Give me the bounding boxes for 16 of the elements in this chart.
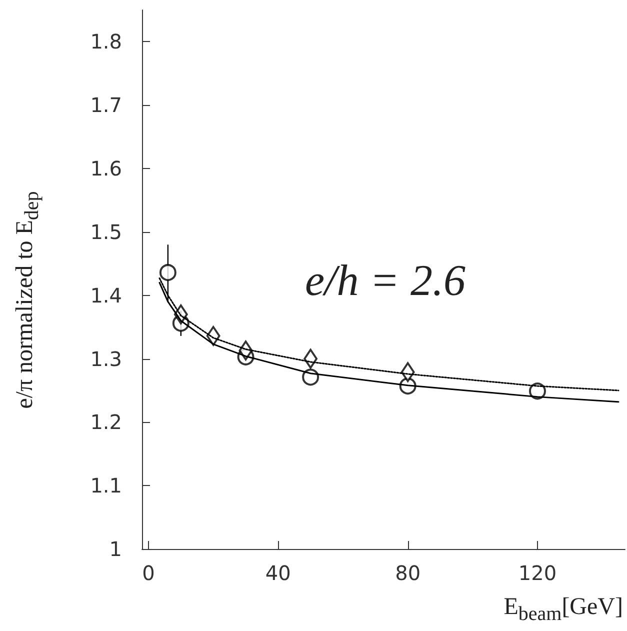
y-tick-label: 1.6 — [90, 156, 122, 181]
y-tick-label: 1.7 — [90, 93, 122, 118]
y-tick-label: 1.8 — [90, 30, 122, 54]
y-tick-label: 1 — [109, 537, 122, 561]
x-tick-label: 80 — [395, 561, 421, 585]
x-axis-title: E$_{beam}$[GeV] — [504, 594, 623, 626]
x-tick-label: 0 — [142, 561, 155, 585]
x-tick-label: 120 — [518, 561, 557, 585]
point — [159, 264, 176, 282]
y-tick-label: 1.2 — [90, 410, 122, 434]
y-tick-label: 1.5 — [90, 220, 122, 244]
y-tick-label: 1.3 — [90, 346, 122, 371]
x-tick-label: 40 — [265, 561, 291, 585]
annotation: e/h = 2.6 — [305, 255, 466, 306]
y-tick-label: 1.4 — [90, 283, 122, 308]
y-tick-label: 1.1 — [90, 474, 122, 498]
